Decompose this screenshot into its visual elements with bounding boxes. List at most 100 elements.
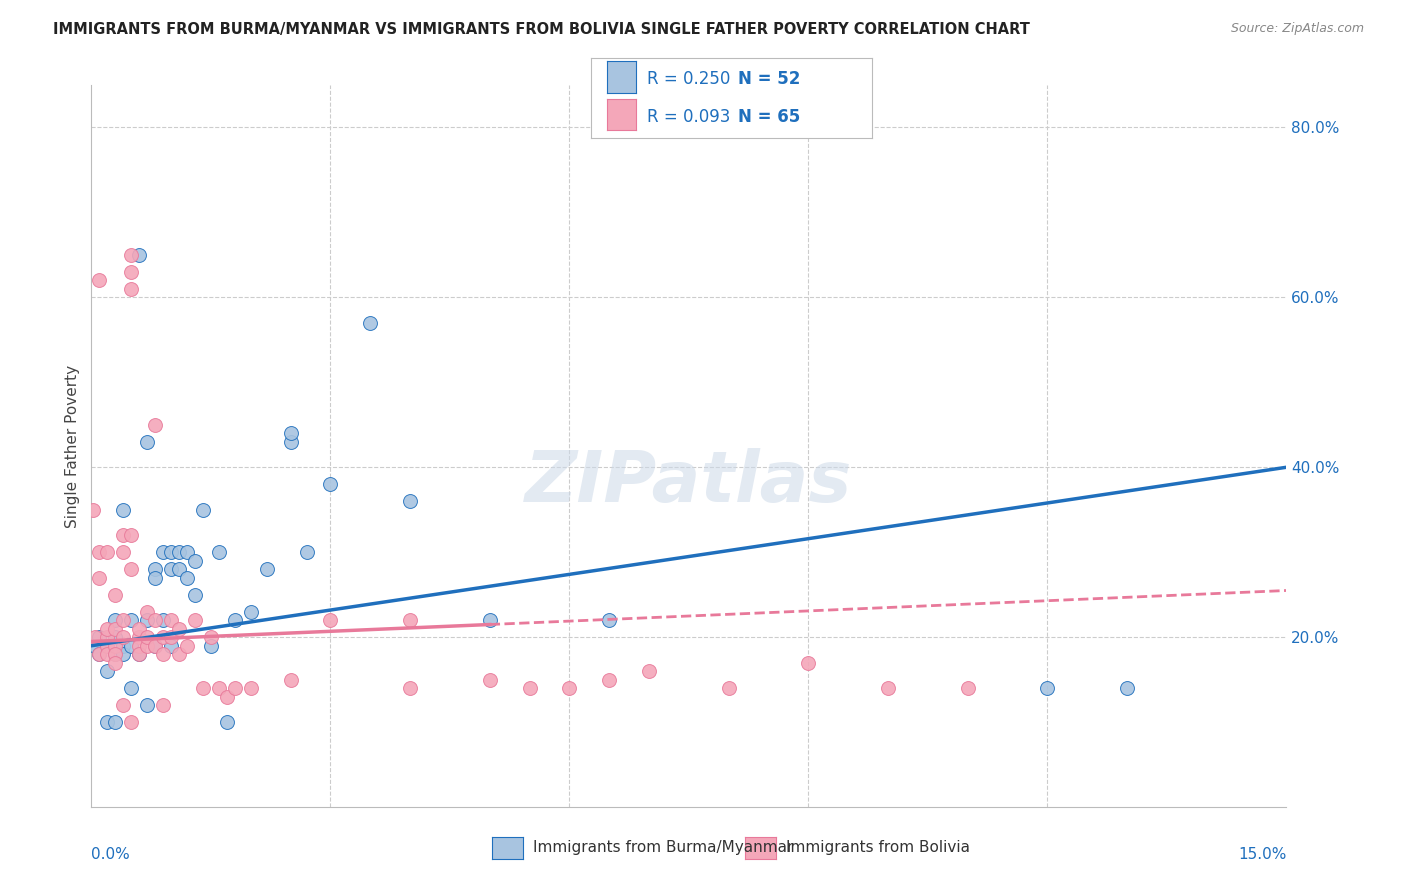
Point: [143, 562, 166, 576]
Text: 0.0%: 0.0%: [91, 847, 131, 863]
Point: [143, 639, 166, 653]
Point: [120, 715, 142, 730]
Point: [112, 639, 135, 653]
Point: [89, 571, 111, 585]
Point: [160, 639, 183, 653]
Point: [176, 545, 198, 559]
Point: [152, 647, 174, 661]
Point: [104, 715, 127, 730]
Point: [104, 656, 127, 670]
Point: [96, 630, 118, 644]
Point: [82, 502, 104, 516]
Text: N = 65: N = 65: [738, 108, 800, 126]
Point: [112, 647, 135, 661]
Point: [136, 434, 159, 449]
Point: [128, 248, 150, 262]
Point: [143, 571, 166, 585]
Text: Immigrants from Burma/Myanmar: Immigrants from Burma/Myanmar: [533, 840, 793, 855]
Point: [160, 613, 183, 627]
Text: Immigrants from Bolivia: Immigrants from Bolivia: [786, 840, 970, 855]
Text: Source: ZipAtlas.com: Source: ZipAtlas.com: [1230, 22, 1364, 36]
Point: [120, 248, 142, 262]
Point: [239, 605, 262, 619]
Point: [184, 588, 207, 602]
Point: [256, 562, 278, 576]
Point: [167, 545, 190, 559]
Point: [128, 647, 150, 661]
Point: [956, 681, 979, 696]
Text: IMMIGRANTS FROM BURMA/MYANMAR VS IMMIGRANTS FROM BOLIVIA SINGLE FATHER POVERTY C: IMMIGRANTS FROM BURMA/MYANMAR VS IMMIGRA…: [53, 22, 1031, 37]
Point: [598, 673, 620, 687]
Point: [239, 681, 262, 696]
Point: [104, 647, 127, 661]
Point: [120, 562, 142, 576]
Point: [478, 613, 501, 627]
Point: [280, 434, 302, 449]
Point: [152, 630, 174, 644]
Point: [152, 613, 174, 627]
Point: [167, 647, 190, 661]
Point: [89, 273, 111, 287]
Point: [112, 613, 135, 627]
Point: [200, 630, 222, 644]
Point: [143, 613, 166, 627]
Point: [104, 647, 127, 661]
Point: [84, 639, 107, 653]
Text: ZIPatlas: ZIPatlas: [526, 448, 852, 516]
Point: [120, 528, 142, 542]
Point: [143, 639, 166, 653]
Point: [399, 681, 422, 696]
Point: [160, 630, 183, 644]
Point: [717, 681, 740, 696]
Point: [176, 571, 198, 585]
Point: [143, 417, 166, 432]
Point: [96, 665, 118, 679]
Text: R = 0.250: R = 0.250: [647, 70, 730, 87]
Point: [120, 681, 142, 696]
Point: [519, 681, 541, 696]
Point: [399, 613, 422, 627]
Point: [191, 502, 214, 516]
Point: [136, 613, 159, 627]
Point: [112, 630, 135, 644]
Point: [184, 554, 207, 568]
Point: [200, 639, 222, 653]
Point: [215, 715, 238, 730]
Point: [280, 673, 302, 687]
Point: [84, 630, 107, 644]
Point: [112, 528, 135, 542]
Point: [478, 673, 501, 687]
Point: [160, 545, 183, 559]
Point: [136, 630, 159, 644]
Point: [96, 622, 118, 636]
Point: [128, 630, 150, 644]
Point: [120, 265, 142, 279]
Point: [797, 656, 820, 670]
Point: [104, 630, 127, 644]
Point: [399, 494, 422, 508]
Text: R = 0.093: R = 0.093: [647, 108, 730, 126]
Point: [128, 647, 150, 661]
Point: [104, 588, 127, 602]
Point: [96, 639, 118, 653]
Text: 15.0%: 15.0%: [1239, 847, 1286, 863]
Point: [215, 690, 238, 704]
Point: [224, 613, 246, 627]
Point: [1036, 681, 1059, 696]
Point: [877, 681, 900, 696]
Point: [152, 698, 174, 713]
Point: [104, 622, 127, 636]
Point: [112, 545, 135, 559]
Point: [280, 426, 302, 441]
Point: [319, 477, 342, 491]
Point: [89, 647, 111, 661]
Point: [136, 639, 159, 653]
Point: [167, 622, 190, 636]
Point: [152, 545, 174, 559]
Point: [120, 613, 142, 627]
Point: [558, 681, 581, 696]
Point: [167, 562, 190, 576]
Point: [638, 665, 661, 679]
Point: [89, 647, 111, 661]
Point: [160, 562, 183, 576]
